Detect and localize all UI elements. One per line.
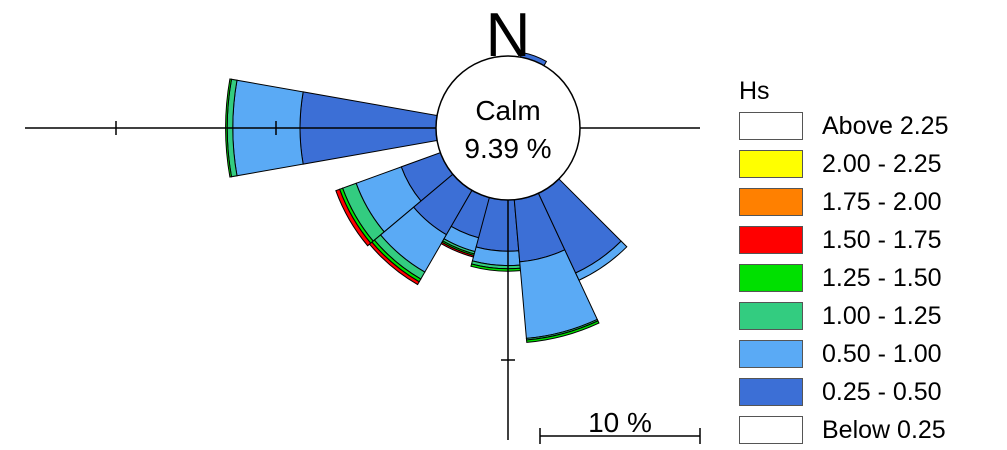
legend-item: 1.00 - 1.25 xyxy=(730,298,1000,336)
legend-swatch xyxy=(739,264,803,292)
legend-label: Below 0.25 xyxy=(822,416,946,444)
scale-bar: 10 % xyxy=(539,407,701,444)
rose-sectors xyxy=(225,51,628,343)
legend-swatch xyxy=(739,340,803,368)
legend-items: Above 2.25 2.00 - 2.25 1.75 - 2.00 1.50 - 1… xyxy=(730,108,1000,450)
legend-swatch xyxy=(739,188,803,216)
rose-axes xyxy=(25,127,700,440)
wind-rose-chart: Calm 9.39 % N 10 % xyxy=(25,1,701,444)
north-label: N xyxy=(486,1,531,70)
legend-item: 1.50 - 1.75 xyxy=(730,222,1000,260)
legend-item: 2.00 - 2.25 xyxy=(730,146,1000,184)
legend-item: 0.50 - 1.00 xyxy=(730,336,1000,374)
legend: Hs Above 2.25 2.00 - 2.25 1.75 - 2.00 1.50 … xyxy=(730,74,1000,450)
rose-segment xyxy=(225,78,233,178)
calm-label: Calm xyxy=(475,95,540,126)
rose-segment xyxy=(335,188,372,247)
legend-item: Below 0.25 xyxy=(730,412,1000,450)
legend-item: 1.75 - 2.00 xyxy=(730,184,1000,222)
calm-value: 9.39 % xyxy=(464,133,551,164)
legend-label: 2.00 - 2.25 xyxy=(822,150,942,178)
legend-swatch xyxy=(739,378,803,406)
legend-swatch xyxy=(739,150,803,178)
legend-item: 1.25 - 1.50 xyxy=(730,260,1000,298)
rose-segment xyxy=(368,241,420,286)
legend-label: 1.50 - 1.75 xyxy=(822,226,942,254)
rose-ticks xyxy=(115,121,515,361)
legend-label: 1.75 - 2.00 xyxy=(822,188,942,216)
legend-label: 0.50 - 1.00 xyxy=(822,340,942,368)
legend-label: 1.25 - 1.50 xyxy=(822,264,942,292)
rose-segment xyxy=(574,240,628,281)
rose-segment xyxy=(526,320,600,343)
legend-swatch xyxy=(739,302,803,330)
legend-swatch xyxy=(739,226,803,254)
legend-label: Above 2.25 xyxy=(822,112,949,140)
legend-label: 0.25 - 0.50 xyxy=(822,378,942,406)
legend-item: 0.25 - 0.50 xyxy=(730,374,1000,412)
legend-swatch xyxy=(739,112,803,140)
scale-bar-label: 10 % xyxy=(588,407,652,438)
legend-item: Above 2.25 xyxy=(730,108,1000,146)
legend-swatch xyxy=(739,416,803,444)
legend-label: 1.00 - 1.25 xyxy=(822,302,942,330)
calm-circle xyxy=(435,55,581,201)
legend-title: Hs xyxy=(739,77,770,105)
